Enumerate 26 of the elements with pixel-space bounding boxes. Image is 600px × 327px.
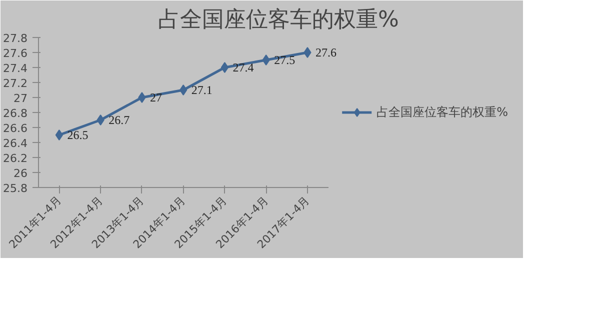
data-label: 27.6	[315, 46, 336, 60]
y-tick-label: 27.6	[3, 47, 28, 60]
legend-label: 占全国座位客车的权重%	[376, 104, 508, 120]
chart-title: 占全国座位客车的权重%	[158, 8, 399, 32]
y-tick-label: 27.2	[3, 77, 28, 90]
point	[304, 47, 312, 58]
y-tick-label: 27.8	[3, 32, 28, 45]
y-tick-label: 27.4	[3, 62, 28, 75]
y-tick-label: 26.6	[3, 122, 28, 135]
y-tick-label: 26.8	[3, 107, 28, 120]
data-label: 27.1	[191, 83, 212, 97]
point	[262, 54, 270, 66]
point	[96, 114, 104, 126]
y-tick-label: 25.8	[3, 182, 28, 195]
data-label: 26.5	[67, 128, 88, 142]
point	[55, 130, 64, 140]
y-tick-label: 26.4	[3, 137, 28, 150]
point	[179, 84, 188, 96]
y-tick-label: 26.2	[3, 152, 28, 165]
y-tick-label: 26	[14, 167, 28, 180]
point	[220, 62, 229, 73]
y-tick-label: 27	[14, 92, 28, 105]
data-label: 26.7	[108, 113, 130, 127]
data-label: 27.5	[274, 53, 296, 67]
data-label: 27.4	[232, 60, 254, 74]
point	[138, 92, 146, 103]
